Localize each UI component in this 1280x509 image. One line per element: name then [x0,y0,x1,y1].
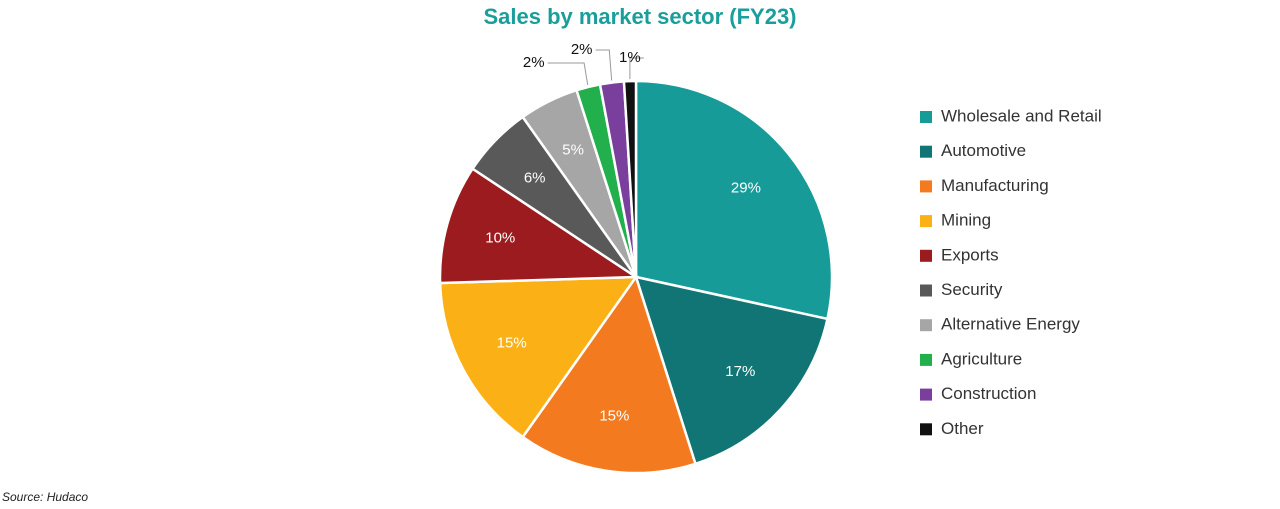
leader-line [547,62,589,86]
pie-slice [634,79,834,321]
data-label: 5% [562,142,584,159]
data-label: 1% [619,49,641,66]
legend-label: Alternative Energy [941,315,1080,334]
pie-slice [438,167,640,285]
legend-swatch [920,145,932,158]
chart-title: Sales by market sector (FY23) [483,4,796,29]
data-label: 15% [497,335,527,352]
legend-label: Construction [941,384,1036,403]
data-label: 2% [523,54,545,71]
pie-slice [438,275,639,439]
legend-swatch [920,423,932,436]
data-label: 2% [571,41,593,58]
legend-label: Mining [941,211,991,230]
pie-slice [634,275,829,466]
legend-swatch [920,215,932,228]
leader-line [595,49,613,81]
legend-swatch [920,353,932,366]
legend-label: Agriculture [941,349,1022,368]
pie-slice [521,274,697,475]
legend-swatch [920,388,932,401]
legend-swatch [920,249,932,262]
pie-slice [622,79,638,278]
source-note: Source: Hudaco [2,490,88,504]
legend-label: Other [941,419,984,438]
legend-label: Automotive [941,141,1026,160]
legend-swatch [920,180,932,193]
data-label: 6% [524,170,546,187]
data-label: 17% [725,363,755,380]
legend-swatch [920,111,932,123]
legend-swatch [920,284,932,297]
data-label: 15% [599,407,629,424]
data-label: 10% [485,229,515,246]
legend-label: Manufacturing [941,176,1049,195]
leader-line [629,57,644,80]
legend-swatch [920,319,932,332]
legend-label: Exports [941,245,999,264]
legend-label: Wholesale and Retail [941,106,1102,125]
legend-label: Security [941,280,1003,299]
data-label: 29% [731,179,761,196]
